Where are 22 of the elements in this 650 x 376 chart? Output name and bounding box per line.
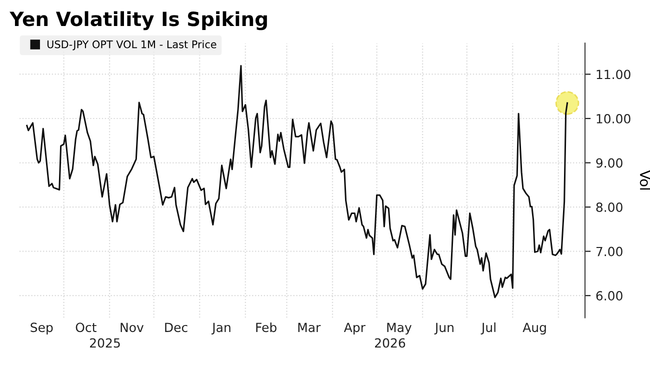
- x-tick-label: Oct: [76, 322, 96, 332]
- x-tick-label: Feb: [256, 322, 276, 332]
- x-tick-label: May: [387, 322, 412, 335]
- x-tick-label: Sep: [30, 322, 53, 335]
- x-tick-label: Dec: [165, 322, 188, 332]
- y-tick-label: 11.00: [596, 70, 630, 80]
- x-tick-label: Jun: [434, 322, 454, 334]
- x-tick-label: Aug: [522, 322, 546, 335]
- chart-title: Yen Volatility Is Spiking: [10, 11, 267, 30]
- x-tick-label: Apr: [344, 322, 366, 335]
- x-tick-label: Jul: [480, 322, 496, 334]
- x-tick-label: Nov: [120, 322, 144, 332]
- y-tick-label: 8.00: [596, 202, 622, 212]
- x-tick-label: Jan: [212, 322, 230, 334]
- y-tick-label: 10.00: [596, 114, 630, 124]
- text: 2025: [90, 338, 120, 348]
- y-tick-label: 9.00: [596, 158, 622, 168]
- y-tick-label: 6.00: [596, 291, 622, 301]
- text: 2026: [375, 338, 406, 348]
- x-tick-label: Mar: [298, 322, 321, 332]
- y-tick-label: 7.00: [596, 246, 622, 256]
- legend-label: USD-JPY OPT VOL 1M - Last Price: [47, 40, 216, 50]
